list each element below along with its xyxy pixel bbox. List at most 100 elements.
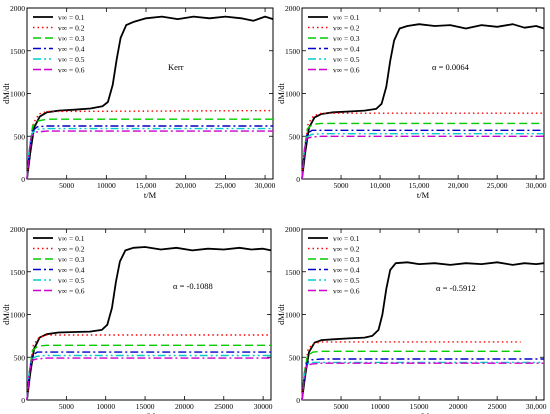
x-tick-label: 20000 (449, 402, 468, 411)
legend-label: v∞ = 0.1 (333, 234, 360, 243)
series-line-4 (301, 129, 544, 180)
y-tick-label: 1000 (285, 90, 300, 99)
legend-label: v∞ = 0.3 (333, 34, 360, 43)
y-tick-label: 1500 (10, 268, 25, 277)
legend-label: v∞ = 0.4 (58, 45, 85, 54)
y-tick-label: 2000 (285, 4, 300, 13)
series-line-2 (26, 109, 274, 180)
x-tick-label: 25,000 (215, 181, 236, 190)
legend-label: v∞ = 0.2 (333, 245, 360, 254)
x-tick-label: 15000 (136, 402, 155, 411)
y-tick-label: 2000 (10, 225, 25, 234)
x-tick-label: 30000 (254, 402, 273, 411)
chart-panel-2: 0 500 1000 1500 2000 5000 10,000 15,000 20,000 25… (276, 4, 547, 200)
y-axis-label: dM/dt (276, 82, 286, 103)
y-axis-label: dM/dt (1, 303, 11, 324)
series-line-5 (26, 354, 271, 401)
series-line-2 (301, 341, 521, 401)
series-line-1 (26, 246, 272, 401)
y-tick-label: 0 (21, 396, 25, 405)
x-tick-label: 30,000 (255, 181, 276, 190)
x-tick-label: 20000 (175, 402, 194, 411)
series-line-1 (26, 15, 274, 180)
series-line-5 (26, 127, 273, 180)
panel-annotation: α = 0.0064 (432, 62, 470, 72)
x-tick-label: 5000 (334, 402, 349, 411)
panel-annotation: Kerr (168, 62, 184, 72)
legend-label: v∞ = 0.1 (58, 234, 85, 243)
series-line-3 (301, 350, 521, 401)
y-tick-label: 1500 (285, 47, 300, 56)
legend-label: v∞ = 0.4 (58, 266, 85, 275)
y-tick-label: 1000 (10, 311, 25, 320)
series-line-3 (301, 122, 544, 180)
x-tick-label: 30,000 (526, 181, 547, 190)
chart-panel-3: 0 500 1000 1500 2000 5000 10000 15000 20000 25000… (1, 225, 273, 414)
series-line-4 (26, 351, 271, 401)
series-line-3 (26, 344, 271, 401)
series-line-6 (26, 130, 273, 180)
panel-annotation: α = -0.5912 (436, 283, 476, 293)
legend-label: v∞ = 0.5 (333, 55, 360, 64)
series-line-4 (301, 358, 544, 401)
series-line-1 (301, 23, 545, 180)
legend-label: v∞ = 0.1 (58, 13, 85, 22)
legend-label: v∞ = 0.2 (333, 24, 360, 33)
panel-annotation: α = -0.1088 (173, 281, 213, 291)
x-tick-label: 25,000 (487, 181, 508, 190)
x-tick-label: 20,000 (175, 181, 196, 190)
y-tick-label: 1000 (285, 311, 300, 320)
x-tick-label: 10,000 (370, 181, 391, 190)
y-tick-label: 500 (14, 132, 26, 141)
x-axis-label: t/M (144, 190, 157, 200)
x-axis-label: t/M (143, 411, 156, 414)
x-tick-label: 10000 (96, 402, 115, 411)
legend-label: v∞ = 0.5 (333, 276, 360, 285)
y-tick-label: 1000 (10, 90, 25, 99)
legend-label: v∞ = 0.6 (333, 66, 360, 75)
legend-label: v∞ = 0.6 (58, 287, 85, 296)
legend-label: v∞ = 0.6 (58, 66, 85, 75)
series-line-6 (301, 135, 544, 180)
x-axis-label: t/M (417, 411, 430, 414)
y-tick-label: 2000 (10, 4, 25, 13)
x-tick-label: 15000 (410, 402, 429, 411)
legend-label: v∞ = 0.4 (333, 45, 360, 54)
y-axis-label: dM/dt (276, 303, 286, 324)
series-line-5 (301, 361, 544, 401)
legend-label: v∞ = 0.3 (58, 34, 85, 43)
series-line-6 (26, 357, 271, 401)
x-tick-label: 15,000 (409, 181, 430, 190)
y-tick-label: 500 (289, 353, 301, 362)
x-tick-label: 5000 (59, 181, 74, 190)
y-axis-label: dM/dt (1, 82, 11, 103)
x-axis-label: t/M (417, 190, 430, 200)
series-line-5 (301, 133, 544, 180)
legend-label: v∞ = 0.1 (333, 13, 360, 22)
series-line-4 (26, 125, 273, 180)
legend-label: v∞ = 0.2 (58, 245, 85, 254)
y-tick-label: 500 (14, 353, 26, 362)
legend-label: v∞ = 0.3 (58, 255, 85, 264)
legend-label: v∞ = 0.5 (58, 276, 85, 285)
x-tick-label: 5000 (59, 402, 74, 411)
legend-label: v∞ = 0.2 (58, 24, 85, 33)
y-tick-label: 1500 (10, 47, 25, 56)
y-tick-label: 500 (289, 132, 301, 141)
legend-label: v∞ = 0.3 (333, 255, 360, 264)
y-tick-label: 0 (296, 396, 300, 405)
legend-label: v∞ = 0.4 (333, 266, 360, 275)
chart-panel-4: 0 500 1000 1500 2000 5000 10000 15000 20000 25000… (276, 225, 547, 414)
x-tick-label: 20,000 (448, 181, 469, 190)
chart-panel-1: 0 500 1000 1500 2000 5000 10000 15,000 20,000 25,… (1, 4, 276, 200)
x-tick-label: 25000 (214, 402, 233, 411)
y-tick-label: 2000 (285, 225, 300, 234)
x-tick-label: 5000 (334, 181, 349, 190)
x-tick-label: 15,000 (136, 181, 157, 190)
legend-label: v∞ = 0.5 (58, 55, 85, 64)
x-tick-label: 30,000 (526, 402, 547, 411)
y-tick-label: 1500 (285, 268, 300, 277)
x-tick-label: 25000 (488, 402, 507, 411)
x-tick-label: 10000 (371, 402, 390, 411)
